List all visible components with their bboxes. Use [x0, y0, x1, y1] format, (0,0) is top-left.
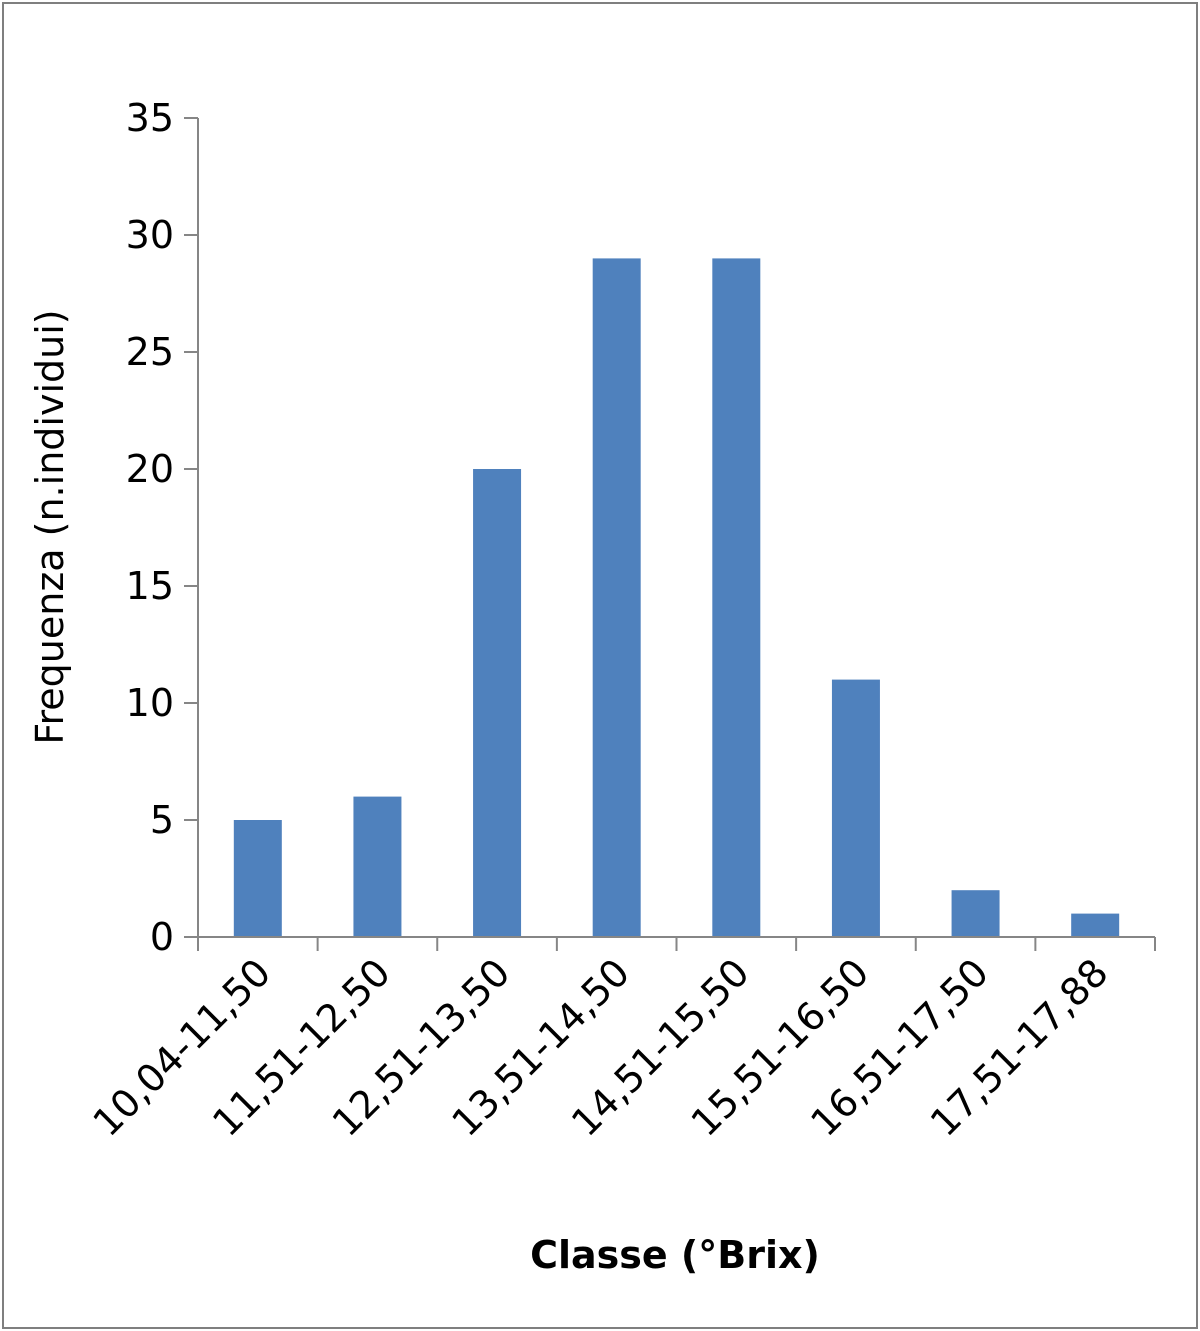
bar-3 [473, 469, 522, 937]
bar-6 [831, 679, 880, 937]
y-tick-labels: 0 5 10 15 20 25 30 35 [126, 96, 174, 959]
y-tick-label: 20 [126, 447, 174, 491]
y-tick-label: 0 [150, 915, 174, 959]
y-tick-label: 25 [126, 330, 174, 374]
y-tick-label: 10 [126, 681, 174, 725]
x-axis-title: Classe (°Brix) [530, 1233, 820, 1277]
bar-5 [712, 258, 761, 937]
y-tick-label: 30 [126, 213, 174, 257]
bar-8 [1071, 913, 1120, 937]
y-axis-title: Frequenza (n.individui) [28, 309, 72, 744]
axes-layer [184, 117, 1156, 951]
bar-2 [353, 796, 402, 937]
bar-4 [592, 258, 641, 937]
bar-7 [951, 890, 1000, 937]
y-tick-label: 5 [150, 798, 174, 842]
y-tick-label: 35 [126, 96, 174, 140]
x-tick-labels: 10,04-11,5011,51-12,5012,51-13,5013,51-1… [85, 950, 1117, 1145]
bar-1 [233, 820, 282, 937]
y-tick-label: 15 [126, 564, 174, 608]
bars-layer [233, 258, 1120, 937]
